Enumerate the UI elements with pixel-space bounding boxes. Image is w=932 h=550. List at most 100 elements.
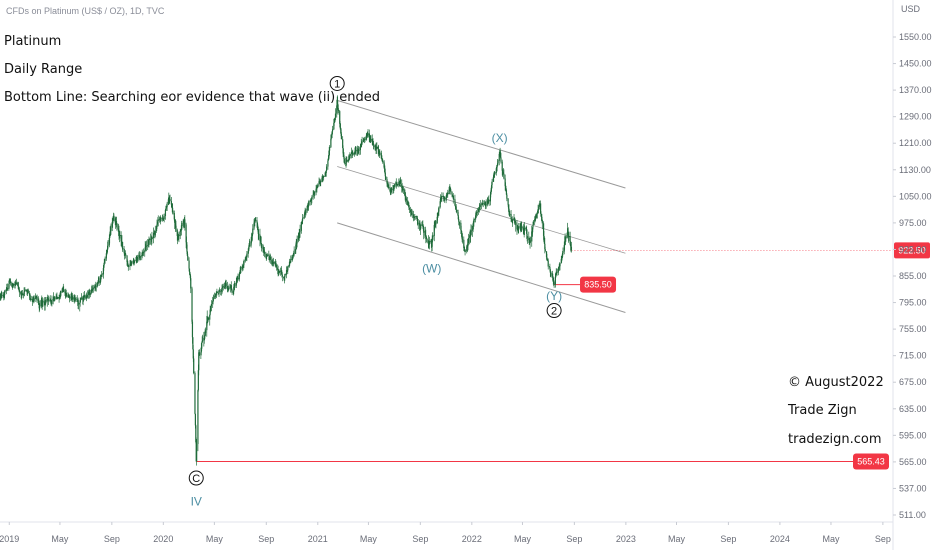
candle-body <box>321 177 324 179</box>
candle <box>209 307 212 313</box>
candle <box>77 299 80 310</box>
candle <box>128 265 130 268</box>
candle-body <box>560 258 562 264</box>
candle-body <box>188 260 190 269</box>
candle-body <box>437 212 439 216</box>
candle <box>115 216 118 228</box>
candle-body <box>114 218 116 223</box>
candle-body <box>372 140 374 144</box>
candle-body <box>229 286 232 288</box>
candle-body <box>557 268 559 273</box>
candle-body <box>212 299 214 302</box>
candle-body <box>185 242 188 245</box>
candle <box>26 290 29 296</box>
candle-body <box>472 221 475 224</box>
candle <box>547 258 549 270</box>
candle <box>15 278 18 286</box>
candle <box>538 200 540 209</box>
candle-body <box>393 184 396 187</box>
candle-body <box>516 228 518 230</box>
candle-body <box>558 265 560 269</box>
candle-body <box>246 253 248 257</box>
candle-body <box>204 332 206 336</box>
candle <box>469 233 472 243</box>
candle-body <box>391 188 393 191</box>
candle <box>337 107 340 114</box>
candle-body <box>498 153 500 161</box>
candle-body <box>165 208 167 210</box>
candle-body <box>561 256 563 259</box>
candle-body <box>491 184 493 189</box>
candle-body <box>339 111 341 124</box>
candle <box>531 225 533 247</box>
candle-body <box>250 239 253 242</box>
candle-body <box>46 298 48 302</box>
candle-body <box>171 207 173 209</box>
candle <box>354 146 356 154</box>
candle-body <box>431 239 433 247</box>
candle <box>556 268 558 276</box>
candle <box>393 183 396 188</box>
candle <box>295 242 297 254</box>
candle-body <box>80 298 82 301</box>
candle <box>386 176 388 187</box>
candle <box>454 194 456 206</box>
candle <box>404 188 406 197</box>
candle-body <box>194 373 196 414</box>
candle-body <box>105 253 107 259</box>
candle-body <box>369 136 371 139</box>
candle-body <box>66 294 68 297</box>
y-tick-label: 1370.00 <box>899 85 932 95</box>
candle <box>141 249 143 259</box>
candle-body <box>111 221 113 228</box>
candle-body <box>167 199 169 205</box>
candle <box>292 252 294 259</box>
candle <box>294 249 297 254</box>
candle-body <box>200 352 202 355</box>
y-tick-label: 1130.00 <box>899 165 931 175</box>
candle-body <box>96 282 99 287</box>
candle <box>373 144 375 150</box>
candle-body <box>306 206 308 211</box>
candle-body <box>68 295 70 298</box>
candle <box>509 211 511 218</box>
candle-body <box>18 289 21 293</box>
candle-body <box>563 245 565 252</box>
candle-body <box>263 249 265 253</box>
candle <box>408 205 410 214</box>
candle <box>212 298 214 305</box>
candle-body <box>64 291 66 294</box>
x-tick-label: Sep <box>720 534 736 544</box>
candle-body <box>291 257 294 260</box>
candle <box>110 223 112 235</box>
candle <box>410 206 412 217</box>
candle-body <box>317 184 319 188</box>
candle <box>402 185 404 193</box>
candle <box>398 178 400 188</box>
candle-body <box>117 229 120 232</box>
candle <box>529 237 532 244</box>
candle-body <box>284 274 286 278</box>
candle <box>212 296 214 308</box>
candle <box>425 229 427 244</box>
candle <box>268 255 270 263</box>
candle <box>323 175 325 181</box>
candle-body <box>479 206 481 208</box>
candle <box>529 236 531 249</box>
candle-body <box>342 153 345 156</box>
candle-body <box>150 238 152 240</box>
candle-body <box>17 282 19 286</box>
candle-body <box>168 197 170 200</box>
x-tick-label: 2020 <box>153 534 173 544</box>
candle-body <box>358 150 360 152</box>
candle-body <box>139 256 142 258</box>
candle <box>553 277 555 287</box>
candle <box>160 217 162 222</box>
candle-body <box>301 218 304 221</box>
candle <box>155 225 158 233</box>
candle-body <box>34 297 37 299</box>
candle-body <box>340 133 343 140</box>
candle-body <box>448 188 451 191</box>
candle-body <box>300 222 302 231</box>
